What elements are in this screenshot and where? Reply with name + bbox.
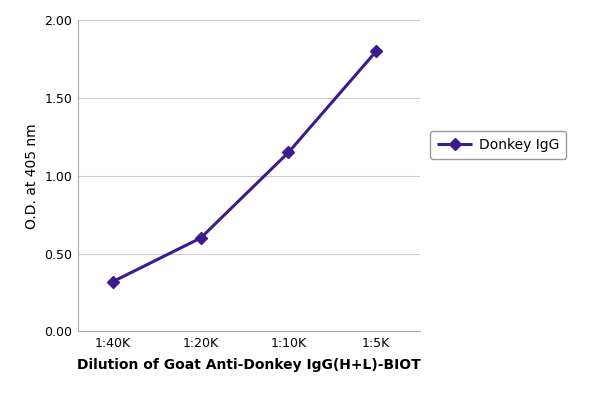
- X-axis label: Dilution of Goat Anti-Donkey IgG(H+L)-BIOT: Dilution of Goat Anti-Donkey IgG(H+L)-BI…: [77, 358, 421, 372]
- Y-axis label: O.D. at 405 nm: O.D. at 405 nm: [25, 123, 39, 229]
- Donkey IgG: [373, 49, 380, 54]
- Line: Donkey IgG: Donkey IgG: [109, 47, 380, 286]
- Donkey IgG: [285, 150, 292, 155]
- Donkey IgG: [197, 236, 205, 240]
- Donkey IgG: [109, 279, 116, 284]
- Legend: Donkey IgG: Donkey IgG: [430, 130, 566, 159]
